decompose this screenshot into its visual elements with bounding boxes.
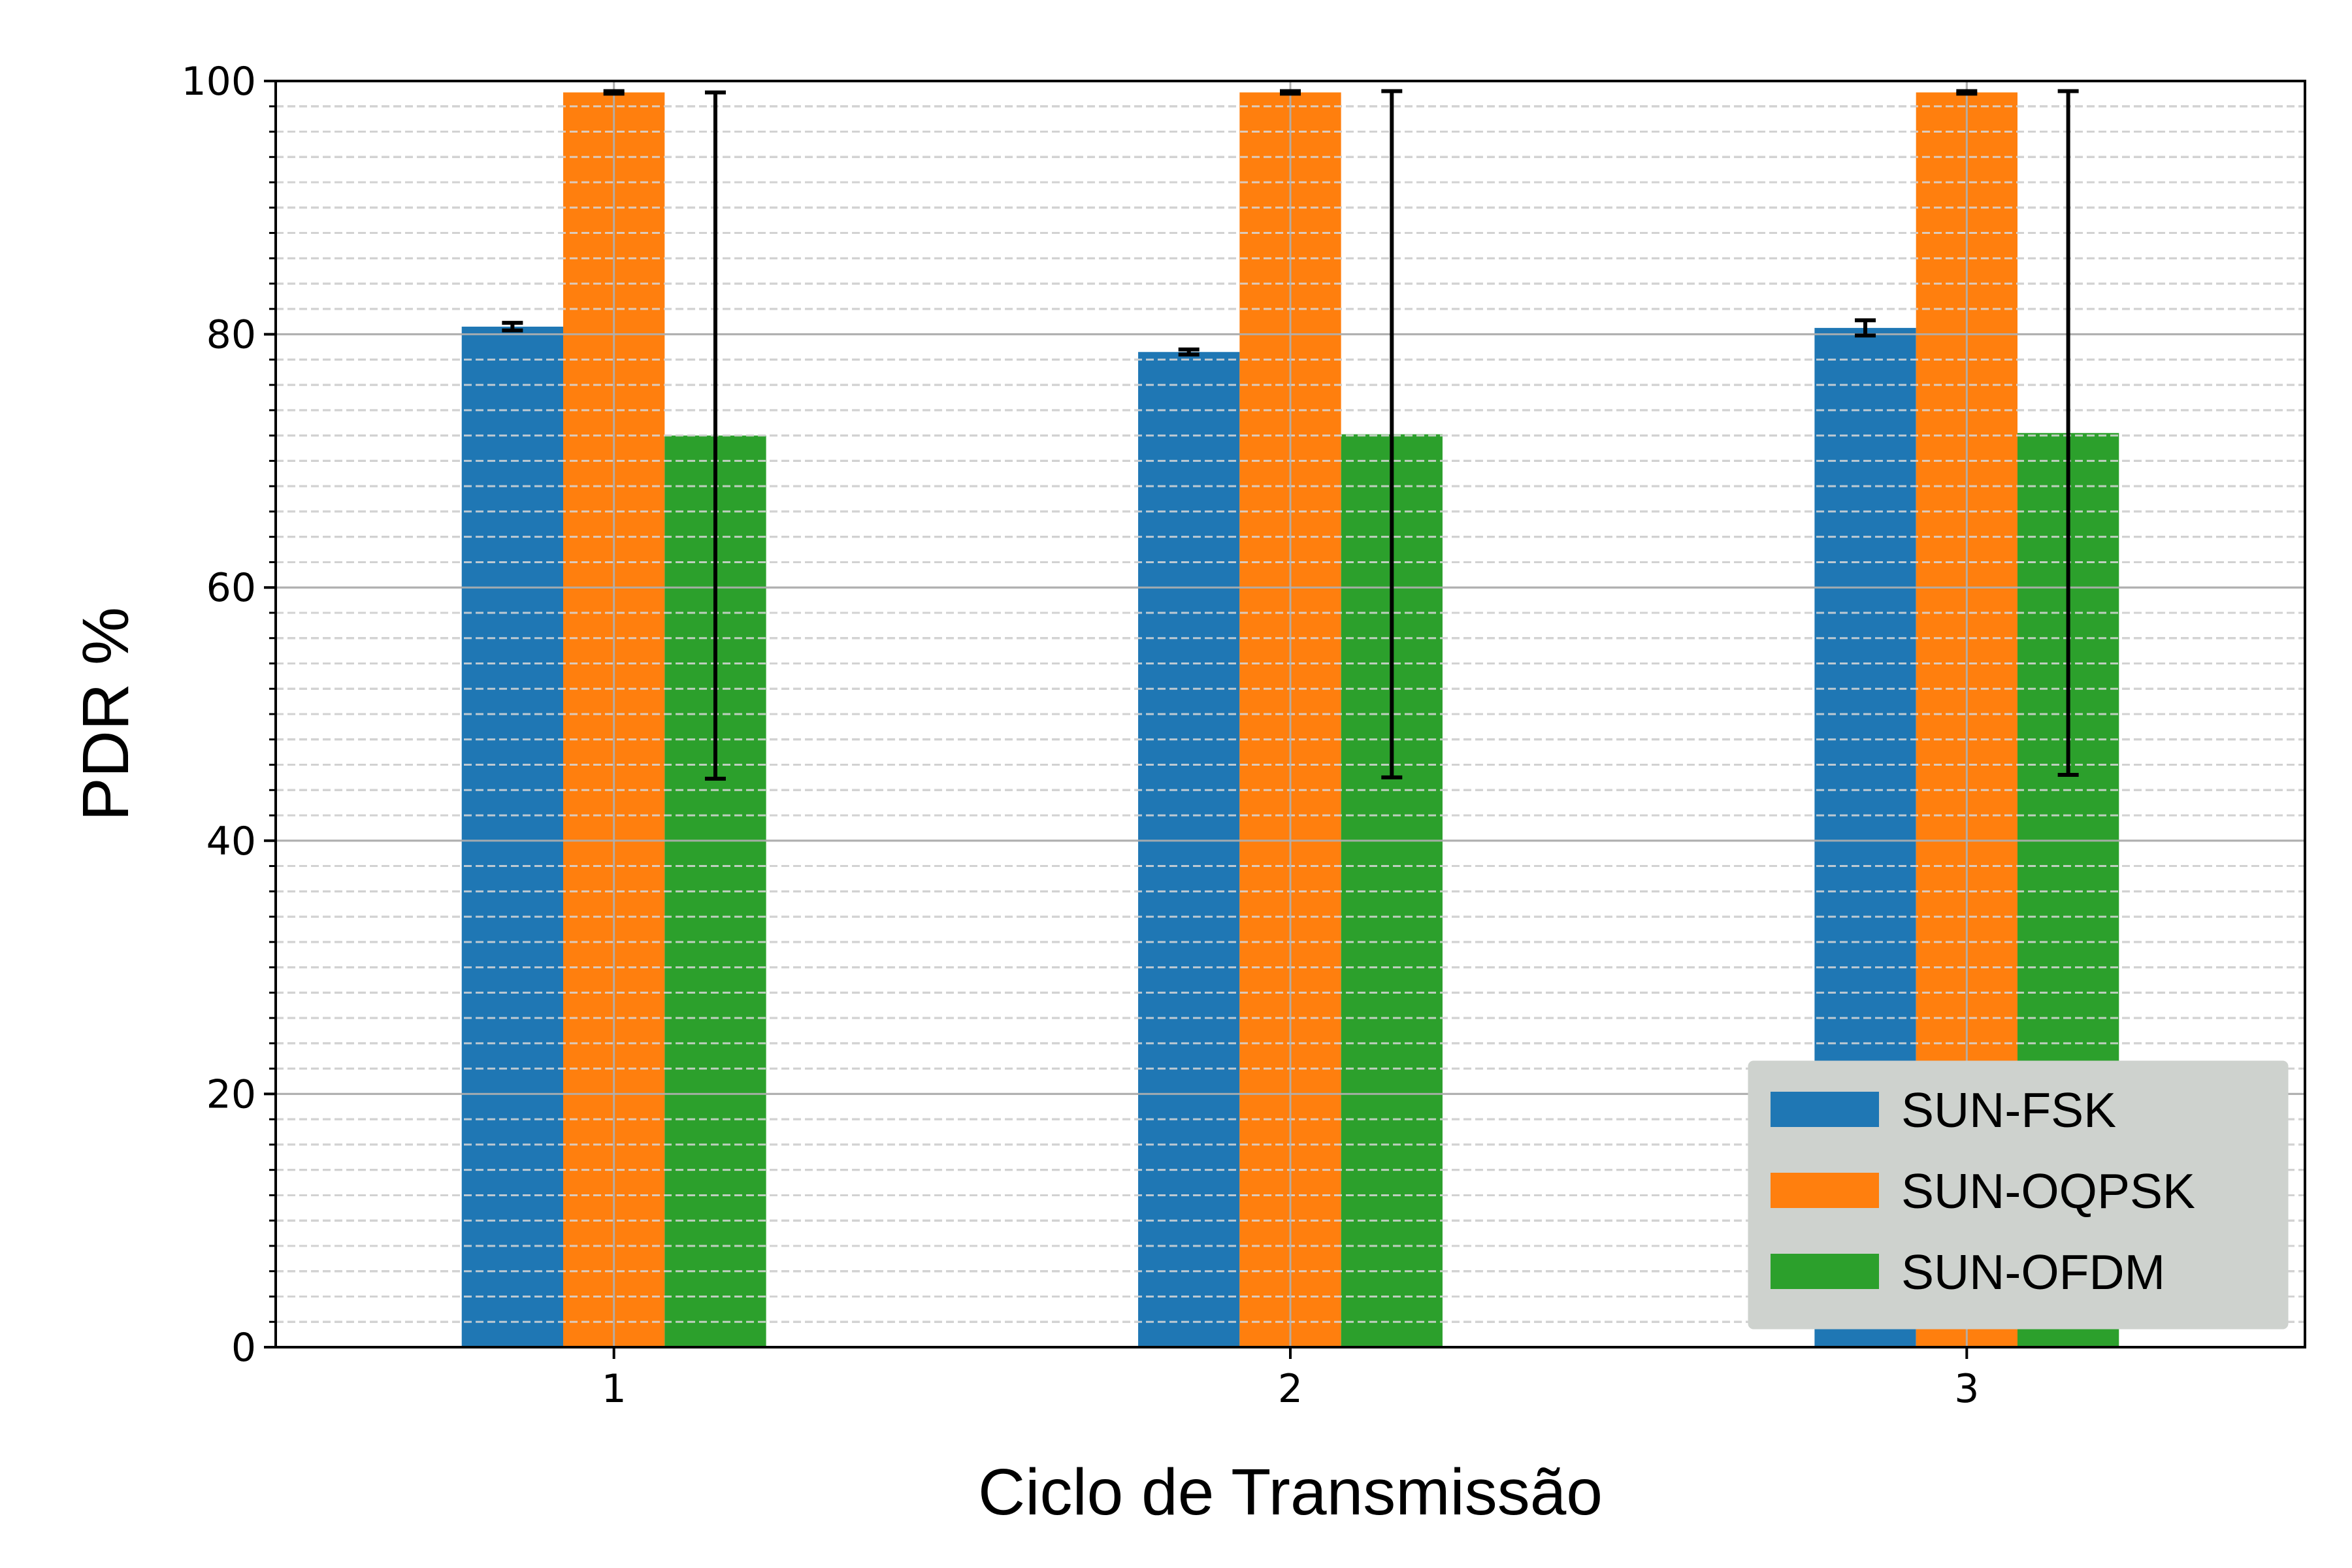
legend-swatch-sun-oqpsk [1771, 1173, 1879, 1208]
legend-label-sun-oqpsk: SUN-OQPSK [1901, 1164, 2195, 1218]
ticks-layer: 0 20 40 60 80 100 1 2 3 [181, 59, 1979, 1412]
legend-swatch-sun-ofdm [1771, 1254, 1879, 1289]
y-tick-label: 0 [231, 1325, 256, 1371]
y-tick-label: 40 [206, 819, 256, 864]
legend-label-sun-fsk: SUN-FSK [1901, 1083, 2116, 1137]
legend-box [1748, 1060, 2289, 1330]
y-tick-label: 20 [206, 1071, 256, 1117]
gridline-overlay [276, 80, 2305, 1348]
y-axis-title: PDR % [69, 607, 142, 821]
y-tick-label: 80 [206, 312, 256, 358]
error-bars-layer [502, 89, 2079, 781]
x-tick-label: 2 [1278, 1366, 1303, 1412]
bar [461, 326, 564, 1348]
legend-label-sun-ofdm: SUN-OFDM [1901, 1245, 2165, 1299]
legend-swatch-sun-fsk [1771, 1092, 1879, 1127]
y-tick-label: 60 [206, 565, 256, 611]
legend: SUN-FSK SUN-OQPSK SUN-OFDM [1748, 1060, 2289, 1330]
x-tick-label: 1 [602, 1366, 627, 1412]
x-axis-title: Ciclo de Transmissão [978, 1456, 1603, 1529]
x-tick-label: 3 [1954, 1366, 1979, 1412]
y-tick-label: 100 [181, 59, 256, 105]
bar [1138, 351, 1240, 1348]
